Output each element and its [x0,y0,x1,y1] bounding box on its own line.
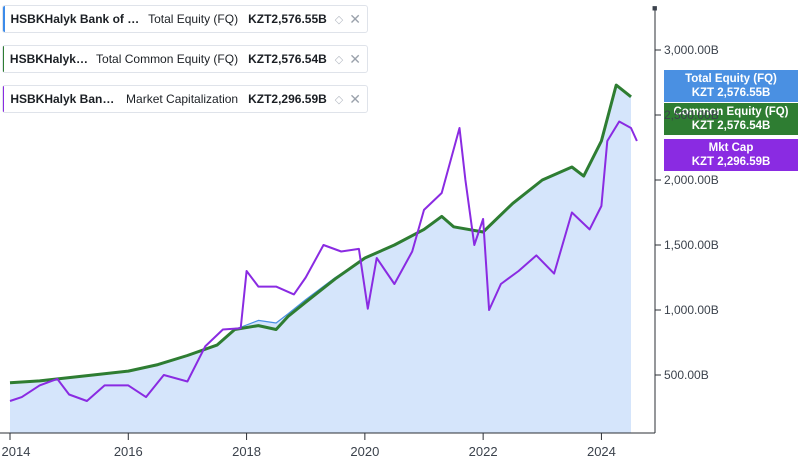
series-layer [9,83,638,433]
cards-icon[interactable]: ◇ [334,13,344,26]
cards-icon[interactable]: ◇ [334,53,344,66]
legend-company-name: Halyk Bank of Kazakhstan Joint Stock ... [44,92,120,106]
close-icon[interactable]: ✕ [349,90,361,107]
series-line-2 [9,120,638,402]
legend-color-bar [3,46,4,72]
menu-dots-icon[interactable]: ■ [652,3,658,13]
legend-ticker: HSBK [9,52,44,66]
legend-company-name: Halyk Bank of Kazakhstan Joint S... [43,52,90,66]
legend-item-total-equity[interactable]: HSBK Halyk Bank of Kazakhstan Joint Stoc… [2,5,368,33]
y-tick-label: 1,000.00B [664,303,719,317]
legend-item-market-cap[interactable]: HSBK Halyk Bank of Kazakhstan Joint Stoc… [2,85,368,113]
price-tag-value: KZT 2,576.54B [691,120,771,132]
y-tick-label: 2,000.00B [664,173,719,187]
legend-color-bar [3,86,5,112]
legend-value: KZT2,576.54B [248,52,327,66]
legend-metric: Market Capitalization [126,92,239,106]
series-line-1 [9,83,632,385]
legend-item-common-equity[interactable]: HSBK Halyk Bank of Kazakhstan Joint S...… [2,45,368,73]
price-tag-value: KZT 2,296.59B [691,156,771,168]
price-tag-market-cap: Mkt Cap KZT 2,296.59B [664,139,798,171]
y-tick-label: 3,000.00B [664,43,719,57]
legend-value: KZT2,576.55B [248,12,327,26]
price-tag-label: Mkt Cap [708,142,754,154]
close-icon[interactable]: ✕ [349,50,361,67]
x-tick-label: 2022 [468,444,498,459]
legend-metric: Total Equity (FQ) [148,12,239,26]
x-tick-label: 2018 [232,444,262,459]
y-tick-label: 500.00B [664,368,709,382]
x-tick-label: 2020 [350,444,380,459]
price-tag-value: KZT 2,576.55B [691,87,771,99]
x-tick-label: 2024 [586,444,616,459]
y-tick-label: 1,500.00B [664,238,719,252]
x-tick-label: 2016 [113,444,143,459]
close-icon[interactable]: ✕ [349,10,361,27]
y-tick-label: 2,500.00B [664,108,719,122]
legend-metric: Total Common Equity (FQ) [96,52,239,66]
cards-icon[interactable]: ◇ [334,93,344,106]
legend-color-bar [3,6,5,32]
legend-value: KZT2,296.59B [248,92,327,106]
x-tick-label: 2014 [1,444,31,459]
total-equity-area [10,85,631,433]
price-tag-label: Total Equity (FQ) [685,73,777,85]
price-tag-common-equity: Common Equity (FQ) KZT 2,576.54B [664,103,798,135]
legend-ticker: HSBK [10,12,45,26]
tick-layer [9,49,661,440]
price-tag-label: Common Equity (FQ) [673,106,789,118]
price-tag-total-equity: Total Equity (FQ) KZT 2,576.55B [664,70,798,102]
legend-ticker: HSBK [10,92,45,106]
legend-company-name: Halyk Bank of Kazakhstan Joint Stock Com… [44,12,143,26]
